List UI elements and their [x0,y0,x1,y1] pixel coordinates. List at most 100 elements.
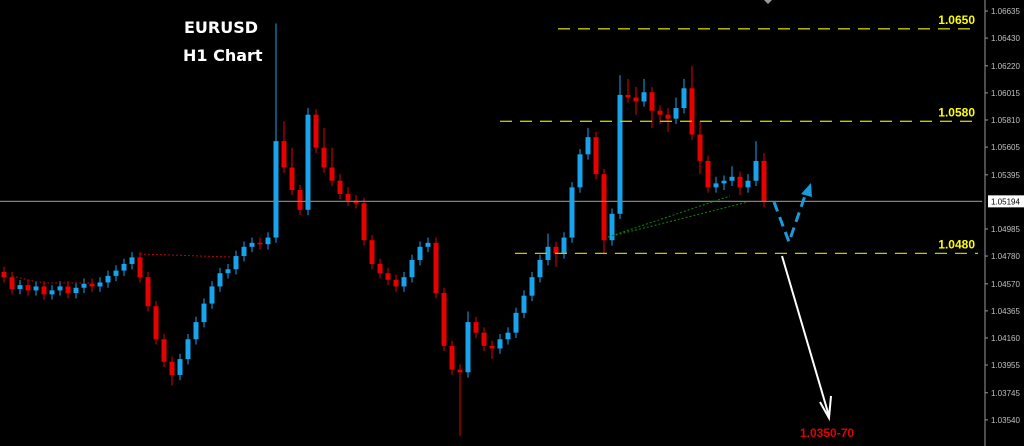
candle-body [561,237,567,254]
candle-body [89,283,95,287]
candle-body [209,286,215,304]
candle-body [217,273,223,287]
candle-body [257,242,263,245]
candle-body [761,160,767,202]
candle-body [513,312,519,333]
axis-tick-label: 1.04365 [991,307,1020,316]
candle-body [121,263,127,271]
candle-body [377,263,383,274]
candle-body [281,141,287,168]
candle-body [657,110,663,115]
candle-body [713,183,719,188]
axis-tick-label: 1.05605 [991,143,1020,152]
candle-body [569,187,575,238]
trend-line [607,195,731,238]
candle-body [449,345,455,370]
candle-body [233,256,239,270]
candle-body [41,286,47,295]
candle-body [617,94,623,214]
level-label: 1.0480 [938,237,975,251]
axis-tick-label: 1.05395 [991,171,1020,180]
candle-body [145,277,151,307]
candle-body [113,270,119,276]
level-label: 1.0580 [938,105,975,119]
candle-body [425,242,431,247]
candle-body [73,287,79,294]
target-arrow [781,255,830,417]
candle-body [409,260,415,278]
candle-body [481,332,487,346]
candle-body [249,242,255,247]
candle-body [737,176,743,188]
candles [1,23,767,436]
axis-tick-label: 1.04570 [991,280,1020,289]
candle-body [161,339,167,362]
target-label: 1.0350-70 [800,426,854,440]
candle-body [649,92,655,111]
trend-line [607,201,749,238]
candle-body [537,260,543,278]
candle-body [193,322,199,340]
arrow-head-icon [801,183,812,197]
candle-body [305,114,311,210]
axis-tick-label: 1.04985 [991,225,1020,234]
level-label: 1.0650 [938,13,975,27]
candle-body [529,277,535,296]
candle-body [345,193,351,201]
candle-body [473,322,479,333]
trend-line [11,275,95,284]
axis-tick-label: 1.06430 [991,34,1020,43]
candle-body [313,114,319,148]
axis-tick-label: 1.06015 [991,89,1020,98]
candle-body [553,246,559,254]
candle-body [177,359,183,375]
candle-body [273,141,279,238]
candle-body [609,213,615,241]
chart-subtitle: H1 Chart [183,46,263,65]
candle-body [505,332,511,340]
candle-body [169,361,175,375]
candle-body [729,176,735,181]
trend-line [139,253,231,258]
candle-body [1,271,7,278]
axis-tick-label: 1.03745 [991,389,1020,398]
candle-body [457,369,463,373]
axis-tick-label: 1.04160 [991,334,1020,343]
candle-body [361,203,367,241]
candle-body [129,257,135,264]
candle-body [393,279,399,287]
candle-body [329,167,335,181]
candle-body [745,180,751,188]
current-price-box [988,195,1024,208]
scroll-marker-icon [764,0,772,4]
candle-body [17,285,23,290]
candle-body [673,108,679,119]
candle-body [241,246,247,257]
candle-body [417,246,423,261]
candle-body [57,286,63,291]
candle-body [641,92,647,102]
candle-body [81,283,87,288]
candle-body [137,257,143,278]
candle-body [401,277,407,287]
candle-body [665,114,671,119]
candle-body [577,154,583,188]
candle-body [465,322,471,373]
candle-body [25,285,31,291]
axis-tick-label: 1.03955 [991,361,1020,370]
candle-body [633,97,639,102]
candle-body [681,88,687,109]
arrow-head-icon [819,395,832,422]
candle-body [585,137,591,155]
candle-body [545,246,551,261]
candle-body [33,286,39,291]
candle-body [97,282,103,287]
candle-body [489,345,495,349]
candle-body [625,94,631,98]
axis-tick-label: 1.04780 [991,252,1020,261]
axis-tick-label: 1.06220 [991,62,1020,71]
candle-body [297,189,303,210]
candle-body [441,293,447,346]
candle-body [9,277,15,290]
